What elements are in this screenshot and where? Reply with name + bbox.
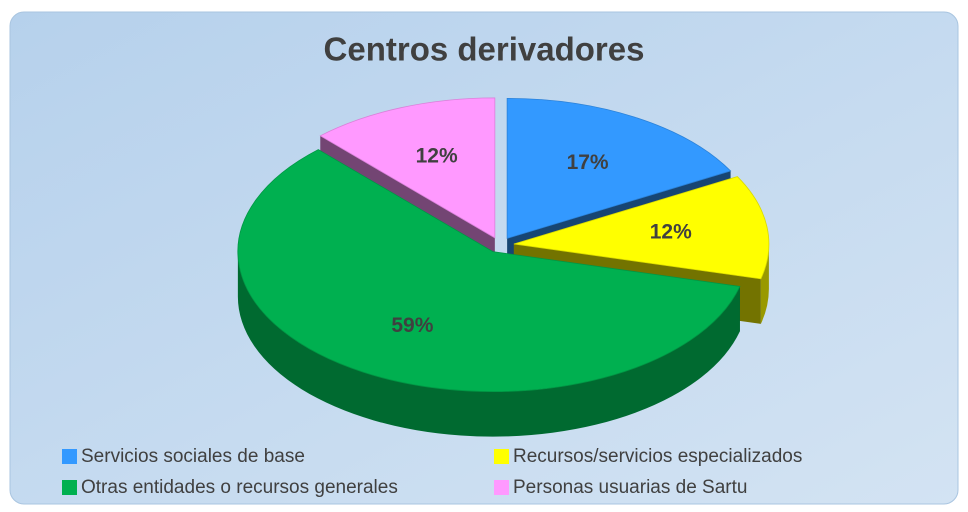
slice-top [513,176,770,280]
slice-top [237,149,741,392]
legend-swatch [62,480,77,495]
pie: 17% 12% 59% 12% [237,97,770,437]
legend-swatch [494,480,509,495]
data-label: 17% [567,151,609,174]
slice-side [760,244,769,324]
slice-side [237,251,740,437]
legend-label: Servicios sociales de base [81,446,305,467]
chart-title: Centros derivadores [324,31,645,68]
data-label: 12% [416,145,458,168]
slice-top [319,97,496,239]
legend-label: Otras entidades o recursos generales [81,477,398,498]
data-label: 12% [650,221,692,244]
legend-label: Recursos/servicios especializados [513,446,802,467]
legend-swatch [62,449,77,464]
legend-swatch [494,449,509,464]
legend-label: Personas usuarias de Sartu [513,477,747,498]
slice-top [506,97,732,239]
data-label: 59% [391,314,433,337]
legend: Servicios sociales de base Recursos/servi… [62,446,802,498]
slice [237,149,741,437]
